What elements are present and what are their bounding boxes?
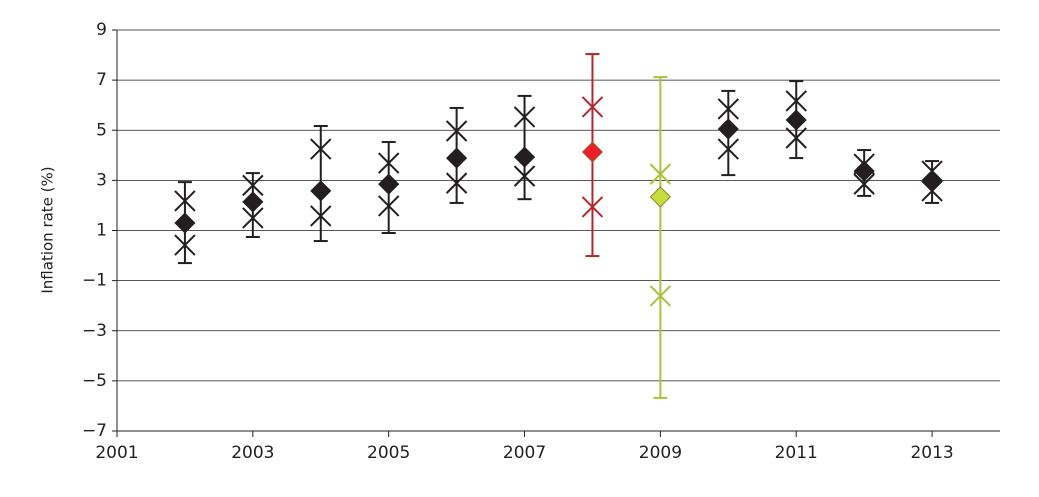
y-tick-label: 7 xyxy=(96,70,107,90)
diamond xyxy=(785,109,807,131)
x-tick-label: 2003 xyxy=(231,443,274,463)
x-marker xyxy=(581,196,604,218)
y-tick-label: −3 xyxy=(82,321,107,341)
x-tick-label: 2005 xyxy=(367,443,410,463)
x-marker xyxy=(174,234,196,256)
x-tick-label: 2009 xyxy=(639,443,682,463)
y-axis-label: Inflation rate (%) xyxy=(39,166,57,293)
y-tick-label: −5 xyxy=(82,371,107,391)
x-marker xyxy=(242,207,264,229)
x-marker xyxy=(377,195,400,217)
x-marker xyxy=(785,90,807,112)
diamond xyxy=(921,170,943,192)
x-marker xyxy=(310,138,332,160)
diamond xyxy=(581,141,604,163)
x-marker xyxy=(377,152,400,174)
x-marker xyxy=(174,190,196,212)
x-marker xyxy=(513,106,536,128)
diamond xyxy=(649,186,671,208)
x-marker xyxy=(445,120,468,142)
x-tick-label: 2013 xyxy=(910,443,953,463)
y-tick-label: 9 xyxy=(96,20,107,40)
x-marker xyxy=(445,172,468,194)
diamond xyxy=(174,212,196,234)
x-marker xyxy=(717,98,740,120)
error-bar xyxy=(653,76,668,399)
x-marker xyxy=(310,205,332,227)
x-tick-label: 2011 xyxy=(775,443,818,463)
diamond xyxy=(446,147,468,169)
x-marker xyxy=(242,174,264,197)
y-tick-label: −7 xyxy=(82,421,107,441)
x-marker xyxy=(649,285,672,307)
x-tick-label: 2007 xyxy=(503,443,546,463)
x-marker xyxy=(513,165,536,187)
y-tick-label: 5 xyxy=(96,120,107,140)
diamond xyxy=(310,180,332,202)
diamond xyxy=(378,173,400,195)
x-tick-label: 2001 xyxy=(95,443,138,463)
diamond xyxy=(242,191,264,213)
x-marker xyxy=(649,163,672,185)
x-marker xyxy=(853,173,875,195)
y-tick-label: 3 xyxy=(96,170,107,190)
x-marker xyxy=(717,138,740,160)
diamond xyxy=(717,118,739,140)
diamond xyxy=(853,160,875,182)
x-marker xyxy=(581,96,604,118)
diamond xyxy=(513,146,536,168)
y-tick-label: −1 xyxy=(82,271,107,291)
y-tick-label: 1 xyxy=(96,221,107,241)
x-marker xyxy=(785,127,807,149)
